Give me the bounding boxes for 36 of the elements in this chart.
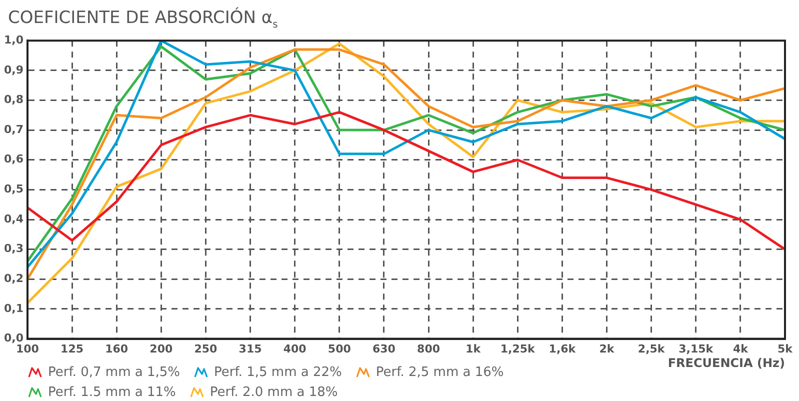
x-tick-label: 1,6k	[548, 342, 576, 356]
x-tick-label: 2k	[599, 342, 615, 356]
x-tick-label: 1,25k	[500, 342, 536, 356]
y-tick-label: 0,0	[4, 332, 24, 345]
x-tick-label: 315	[238, 342, 262, 356]
y-tick-label: 0,7	[4, 122, 24, 136]
chart-title: COEFICIENTE DE ABSORCIÓN α$_{s}$	[8, 8, 278, 30]
y-tick-label: 0,4	[4, 212, 24, 226]
x-tick-label: 2,5k	[638, 342, 666, 356]
legend-label: Perf. 2.0 mm a 18%	[210, 384, 338, 400]
x-tick-label: 400	[283, 342, 307, 356]
y-tick-label: 0,3	[4, 242, 24, 256]
legend-label: Perf. 1,5 mm a 22%	[214, 364, 342, 380]
x-tick-label: 250	[194, 342, 218, 356]
y-tick-label: 0,8	[4, 93, 24, 106]
y-tick-label: 0,2	[4, 272, 24, 286]
legend-label: Perf. 1.5 mm a 11%	[48, 384, 176, 400]
y-tick-label: 0,6	[4, 152, 24, 166]
legend-label: Perf. 2,5 mm a 16%	[376, 364, 504, 380]
x-tick-label: 100	[16, 342, 40, 356]
x-tick-label: 1k	[466, 342, 482, 356]
x-tick-label: 5k	[778, 342, 794, 356]
x-tick-label: 125	[60, 342, 84, 356]
x-tick-label: 630	[372, 342, 396, 356]
y-tick-label: 1,0	[4, 33, 24, 46]
x-tick-label: 160	[105, 342, 128, 356]
legend-label: Perf. 0,7 mm a 1,5%	[48, 364, 180, 380]
y-tick-label: 0,5	[4, 182, 24, 196]
y-tick-label: 0,1	[4, 302, 24, 315]
x-tick-label: 500	[328, 342, 352, 356]
x-tick-label: 3,15k	[678, 342, 714, 356]
x-axis-title: FRECUENCIA (Hz)	[668, 356, 785, 370]
x-tick-label: 4k	[732, 342, 749, 356]
x-tick-label: 200	[150, 342, 173, 356]
x-tick-label: 800	[417, 342, 440, 356]
y-tick-label: 0,9	[4, 63, 24, 76]
